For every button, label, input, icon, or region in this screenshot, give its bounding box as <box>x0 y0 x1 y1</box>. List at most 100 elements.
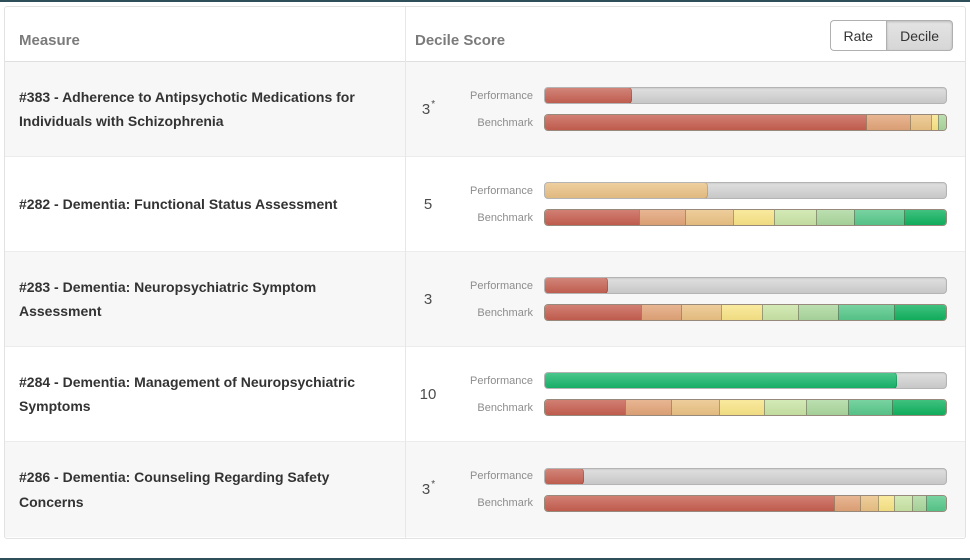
benchmark-segment <box>545 400 626 415</box>
performance-row: Performance <box>451 87 947 105</box>
benchmark-segment <box>930 115 938 130</box>
performance-bar-fill <box>545 468 585 484</box>
decile-score-value: 5 <box>423 195 433 213</box>
score-bars: Performance Benchmark <box>451 157 965 251</box>
decile-score-value: 10 <box>419 385 437 403</box>
benchmark-segment <box>721 305 762 320</box>
table-row: #283 - Dementia: Neuropsychiatric Sympto… <box>5 252 965 347</box>
score-bars: Performance Benchmark <box>451 347 965 441</box>
benchmark-segment <box>859 495 878 511</box>
table-row: #284 - Dementia: Management of Neuropsyc… <box>5 347 965 442</box>
performance-row: Performance <box>451 182 947 200</box>
table-row: #286 - Dementia: Counseling Regarding Sa… <box>5 442 965 537</box>
table-row: #383 - Adherence to Antipsychotic Medica… <box>5 62 965 157</box>
benchmark-segment <box>911 495 926 511</box>
benchmark-segment <box>893 495 912 511</box>
rate-button[interactable]: Rate <box>829 20 887 51</box>
benchmark-label: Benchmark <box>477 211 533 224</box>
benchmark-segment <box>847 400 892 415</box>
performance-bar <box>544 372 947 389</box>
benchmark-segment <box>815 210 854 225</box>
measure-table: Measure Decile Score Rate Decile #383 - … <box>4 6 966 539</box>
performance-label: Performance <box>470 279 533 292</box>
score-bars: Performance Benchmark <box>451 252 965 346</box>
benchmark-label: Benchmark <box>477 306 533 319</box>
benchmark-segment <box>625 400 672 415</box>
table-row: #282 - Dementia: Functional Status Asses… <box>5 157 965 252</box>
benchmark-bar <box>544 304 947 321</box>
benchmark-label: Benchmark <box>477 401 533 414</box>
performance-bar <box>544 182 947 199</box>
measure-name: #283 - Dementia: Neuropsychiatric Sympto… <box>19 278 317 320</box>
benchmark-segment <box>893 305 946 320</box>
column-header-measure: Measure <box>19 31 80 49</box>
benchmark-bar <box>544 399 947 416</box>
measure-name: #286 - Dementia: Counseling Regarding Sa… <box>19 469 330 510</box>
benchmark-bar <box>544 209 947 226</box>
benchmark-segment <box>761 305 798 320</box>
benchmark-row: Benchmark <box>451 399 947 417</box>
column-divider <box>405 7 406 538</box>
measure-name: #383 - Adherence to Antipsychotic Medica… <box>19 88 355 130</box>
benchmark-segment <box>671 400 720 415</box>
performance-bar <box>544 467 947 485</box>
decile-score-value: 3 <box>421 481 431 498</box>
benchmark-row: Benchmark <box>451 304 947 322</box>
window-top-edge <box>0 0 970 2</box>
benchmark-segment <box>891 400 946 415</box>
benchmark-segment <box>773 210 816 225</box>
measure-name: #284 - Dementia: Management of Neuropsyc… <box>19 373 356 415</box>
benchmark-segment <box>681 305 722 320</box>
decile-score-value: 3 <box>421 100 431 118</box>
score-bars: Performance Benchmark <box>451 442 965 537</box>
benchmark-segment <box>797 305 838 320</box>
performance-bar <box>544 277 947 294</box>
benchmark-segment <box>763 400 806 415</box>
benchmark-segment <box>685 210 734 225</box>
decile-score: 10 <box>405 347 451 441</box>
performance-bar-fill <box>545 88 633 103</box>
benchmark-segment <box>865 115 910 130</box>
performance-label: Performance <box>470 89 533 102</box>
decile-button[interactable]: Decile <box>886 20 953 51</box>
benchmark-segment <box>833 495 860 511</box>
benchmark-label: Benchmark <box>477 116 533 129</box>
benchmark-bar <box>544 494 947 512</box>
decile-score-asterisk: * <box>431 98 436 110</box>
benchmark-segment <box>639 210 686 225</box>
decile-score-value: 3 <box>423 290 433 308</box>
benchmark-segment <box>909 115 931 130</box>
benchmark-segment <box>877 495 894 511</box>
decile-score: 5 <box>405 157 451 251</box>
benchmark-segment <box>853 210 904 225</box>
benchmark-label: Benchmark <box>477 497 533 509</box>
performance-label: Performance <box>470 184 533 197</box>
benchmark-segment <box>937 115 946 130</box>
benchmark-bar <box>544 114 947 131</box>
benchmark-segment <box>925 495 946 511</box>
performance-bar-fill <box>545 373 897 388</box>
performance-bar-fill <box>545 183 709 198</box>
benchmark-segment <box>545 495 834 511</box>
performance-bar <box>544 87 947 104</box>
decile-score: 3 * <box>405 442 451 537</box>
performance-row: Performance <box>451 277 947 295</box>
benchmark-segment <box>641 305 682 320</box>
decile-score: 3 * <box>405 62 451 156</box>
performance-row: Performance <box>451 467 947 485</box>
benchmark-row: Benchmark <box>451 494 947 512</box>
benchmark-segment <box>733 210 774 225</box>
rate-decile-toggle: Rate Decile <box>829 20 953 51</box>
window-bottom-edge <box>0 558 970 560</box>
benchmark-segment <box>903 210 946 225</box>
benchmark-segment <box>805 400 848 415</box>
benchmark-segment <box>545 305 642 320</box>
table-header: Measure Decile Score Rate Decile <box>5 7 965 62</box>
performance-bar-fill <box>545 278 609 293</box>
benchmark-row: Benchmark <box>451 209 947 227</box>
benchmark-segment <box>837 305 894 320</box>
benchmark-row: Benchmark <box>451 114 947 132</box>
decile-score: 3 <box>405 252 451 346</box>
benchmark-segment <box>545 115 866 130</box>
decile-score-asterisk: * <box>431 479 436 490</box>
